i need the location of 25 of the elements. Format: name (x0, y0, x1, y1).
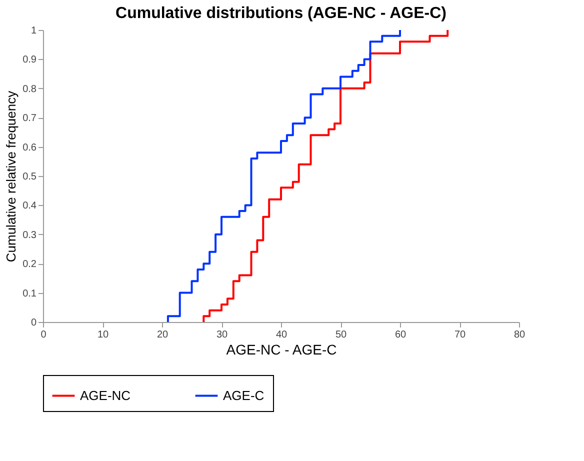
y-tick-label: 0.6 (22, 142, 37, 154)
y-tick-label: 0.9 (22, 54, 37, 66)
y-tick-label: 0 (30, 318, 37, 328)
x-tick-label: 40 (276, 330, 288, 340)
legend-label: AGE-C (223, 388, 264, 403)
y-tick-label: 0.7 (22, 113, 37, 124)
x-tick-label: 80 (514, 330, 526, 340)
x-tick-label: 0 (40, 330, 47, 340)
y-axis-title: Cumulative relative frequency (4, 90, 19, 262)
x-axis-title: AGE-NC - AGE-C (226, 342, 337, 358)
x-tick-label: 50 (335, 330, 347, 340)
x-tick-label: 10 (97, 330, 109, 340)
y-tick-label: 0.3 (22, 230, 37, 241)
y-tick-label: 0.8 (22, 84, 37, 95)
y-tick-label: 0.4 (22, 200, 37, 212)
y-tick-label: 1 (30, 26, 37, 36)
x-tick-label: 70 (454, 330, 466, 340)
legend-label: AGE-NC (80, 388, 131, 403)
x-tick-label: 30 (216, 330, 228, 340)
y-tick-label: 0.2 (22, 259, 37, 270)
x-tick-label: 60 (394, 330, 406, 340)
y-tick-label: 0.1 (22, 288, 37, 300)
x-tick-label: 20 (156, 330, 168, 340)
chart-title: Cumulative distributions (AGE-NC - AGE-C) (116, 5, 446, 22)
y-tick-label: 0.5 (22, 172, 37, 182)
